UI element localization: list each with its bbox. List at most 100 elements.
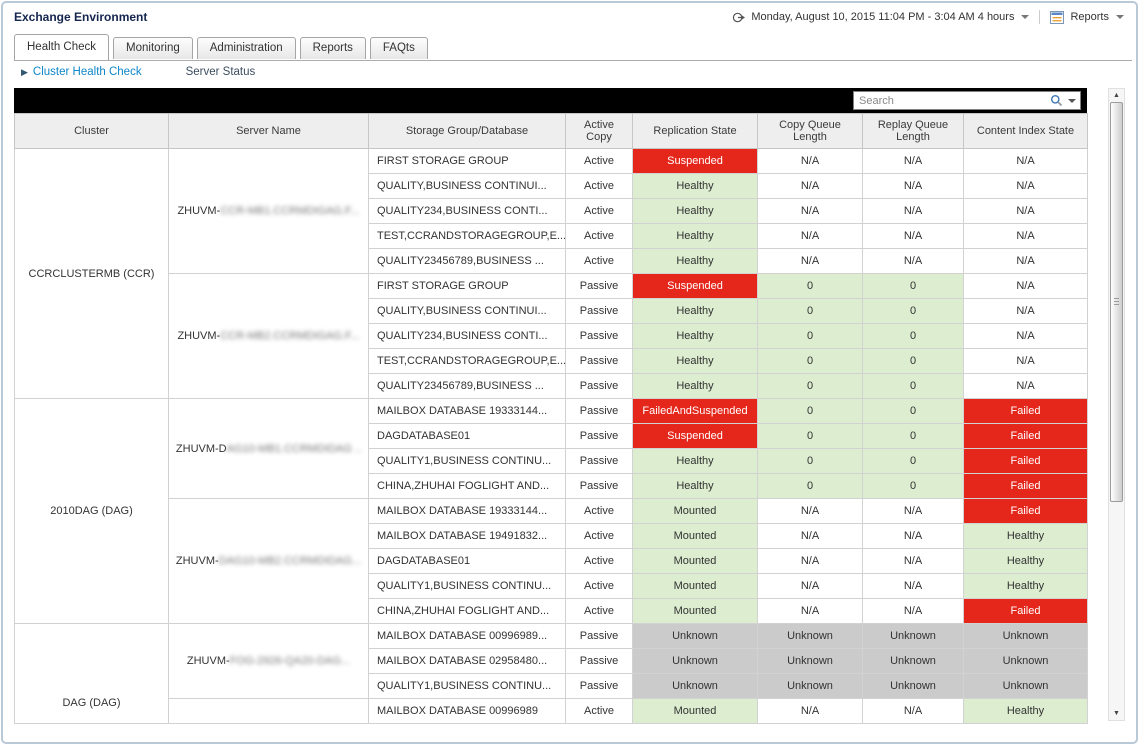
scrollbar-thumb[interactable]	[1110, 102, 1123, 502]
column-header-copy-queue[interactable]: Copy Queue Length	[757, 113, 863, 149]
database-cell: CHINA,ZHUHAI FOGLIGHT AND...	[368, 473, 566, 499]
content-index-cell: Failed	[963, 598, 1088, 624]
replication-state-cell: Healthy	[632, 223, 758, 249]
top-controls: Monday, August 10, 2015 11:04 PM - 3:04 …	[732, 10, 1124, 24]
replication-state-cell: Healthy	[632, 298, 758, 324]
tab-bar: Health Check Monitoring Administration Repo…	[14, 34, 1132, 61]
table-row[interactable]: QUALITY234,BUSINESS CONTI... Active Health…	[15, 198, 1088, 224]
database-cell: QUALITY,BUSINESS CONTINUI...	[368, 298, 566, 324]
active-copy-cell: Active	[565, 573, 633, 599]
table-body: CCRCLUSTERMB (CCR) ZHUVM-CCR-MB1.CCRMDIGA…	[14, 148, 1088, 724]
active-copy-cell: Active	[565, 173, 633, 199]
reports-caret-icon[interactable]	[1116, 15, 1124, 19]
database-cell: QUALITY,BUSINESS CONTINUI...	[368, 173, 566, 199]
active-copy-cell: Passive	[565, 623, 633, 649]
table-row[interactable]: QUALITY1,BUSINESS CONTINU... Passive Unkno…	[15, 673, 1088, 699]
table-row[interactable]: MAILBOX DATABASE 00996989 Active Mounted N/…	[15, 698, 1088, 724]
replay-queue-cell: N/A	[862, 248, 964, 274]
active-copy-cell: Passive	[565, 373, 633, 399]
table-row[interactable]: DAG (DAG) ZHUVM-FOG-2926-QA20-DAG... MAILB…	[14, 623, 1088, 724]
database-cell: DAGDATABASE01	[368, 423, 566, 449]
table-row[interactable]: QUALITY1,BUSINESS CONTINU... Passive Healt…	[15, 448, 1088, 474]
replay-queue-cell: N/A	[862, 573, 964, 599]
column-header-cluster[interactable]: Cluster	[14, 113, 169, 149]
table-row[interactable]: CCRCLUSTERMB (CCR) ZHUVM-CCR-MB1.CCRMDIGA…	[14, 148, 1088, 399]
table-row[interactable]: QUALITY234,BUSINESS CONTI... Passive Healt…	[15, 323, 1088, 349]
copy-queue-cell: 0	[757, 398, 863, 424]
replay-queue-cell: Unknown	[862, 623, 964, 649]
content-index-cell: Healthy	[963, 523, 1088, 549]
selected-arrow-icon: ▶	[21, 67, 28, 77]
subnav-cluster-health-check[interactable]: Cluster Health Check	[32, 66, 142, 78]
column-header-replication-state[interactable]: Replication State	[632, 113, 758, 149]
column-header-active-copy[interactable]: Active Copy	[565, 113, 633, 149]
search-input[interactable]	[854, 94, 1050, 107]
table-row[interactable]: ZHUVM-CCR-MB2.CCRMDIGAG.F... FIRST STORAG…	[15, 273, 1088, 399]
table-row[interactable]: ZHUVM-DAG10-MB2.CCRMDIDAG... MAILBOX DATA…	[15, 498, 1088, 624]
tab-health-check[interactable]: Health Check	[14, 34, 110, 60]
active-copy-cell: Active	[565, 498, 633, 524]
cluster-cell: CCRCLUSTERMB (CCR)	[14, 148, 169, 399]
table-row[interactable]: QUALITY,BUSINESS CONTINUI... Passive Healt…	[15, 298, 1088, 324]
table-row[interactable]: QUALITY23456789,BUSINESS ... Active Health…	[15, 248, 1088, 274]
active-copy-cell: Passive	[565, 398, 633, 424]
vertical-scrollbar[interactable]: ▲ ▼	[1108, 88, 1125, 721]
server-name-cell: ZHUVM-FOG-2926-QA20-DAG...	[168, 623, 369, 699]
replication-state-cell: Unknown	[632, 673, 758, 699]
tab-faqts[interactable]: FAQts	[369, 37, 428, 59]
database-cell: FIRST STORAGE GROUP	[368, 148, 566, 174]
table-row[interactable]: CHINA,ZHUHAI FOGLIGHT AND... Active Mounte…	[15, 598, 1088, 624]
tab-reports[interactable]: Reports	[299, 37, 366, 59]
tab-administration[interactable]: Administration	[196, 37, 296, 59]
health-table-container: Cluster Server Name Storage Group/Databa…	[14, 113, 1088, 724]
column-header-server-name[interactable]: Server Name	[168, 113, 369, 149]
content-index-cell: N/A	[963, 373, 1088, 399]
table-row[interactable]: MAILBOX DATABASE 02958480... Passive Unkno…	[15, 648, 1088, 674]
replication-state-cell: Healthy	[632, 348, 758, 374]
sub-navigation: ▶ Cluster Health Check Server Status	[21, 66, 255, 78]
active-copy-cell: Active	[565, 548, 633, 574]
replay-queue-cell: 0	[862, 423, 964, 449]
table-row[interactable]: QUALITY1,BUSINESS CONTINU... Active Mounte…	[15, 573, 1088, 599]
subnav-server-status[interactable]: Server Status	[185, 66, 256, 78]
replication-state-cell: Suspended	[632, 148, 758, 174]
active-copy-cell: Active	[565, 698, 633, 724]
table-row[interactable]: DAGDATABASE01 Active Mounted N/A N/A Healthy	[15, 548, 1088, 574]
replay-queue-cell: N/A	[862, 198, 964, 224]
reports-menu-label[interactable]: Reports	[1070, 11, 1109, 23]
time-range-label[interactable]: Monday, August 10, 2015 11:04 PM - 3:04 …	[751, 11, 1015, 23]
table-row[interactable]: TEST,CCRANDSTORAGEGROUP,E... Active Health…	[15, 223, 1088, 249]
content-index-cell: Unknown	[963, 673, 1088, 699]
table-row[interactable]: TEST,CCRANDSTORAGEGROUP,E... Passive Healt…	[15, 348, 1088, 374]
replication-state-cell: Mounted	[632, 598, 758, 624]
database-cell: MAILBOX DATABASE 19333144...	[368, 498, 566, 524]
content-index-cell: Healthy	[963, 698, 1088, 724]
server-name-cell: ZHUVM-CCR-MB2.CCRMDIGAG.F...	[168, 273, 369, 399]
scroll-down-button[interactable]: ▼	[1113, 710, 1120, 717]
replication-state-cell: Healthy	[632, 473, 758, 499]
table-row[interactable]: QUALITY,BUSINESS CONTINUI... Active Health…	[15, 173, 1088, 199]
copy-queue-cell: N/A	[757, 198, 863, 224]
table-row[interactable]: MAILBOX DATABASE 19491832... Active Mounte…	[15, 523, 1088, 549]
content-index-cell: Healthy	[963, 573, 1088, 599]
replay-queue-cell: 0	[862, 298, 964, 324]
content-index-cell: Failed	[963, 423, 1088, 449]
scroll-up-button[interactable]: ▲	[1113, 92, 1120, 99]
replay-queue-cell: 0	[862, 448, 964, 474]
database-cell: MAILBOX DATABASE 19491832...	[368, 523, 566, 549]
search-icon[interactable]	[1050, 94, 1063, 107]
server-name-cell: ZHUVM-DAG10-MB1.CCRMDIDAG ..	[168, 398, 369, 499]
database-cell: QUALITY234,BUSINESS CONTI...	[368, 198, 566, 224]
column-header-replay-queue[interactable]: Replay Queue Length	[862, 113, 964, 149]
cluster-health-table: Cluster Server Name Storage Group/Databa…	[14, 113, 1088, 724]
search-box[interactable]	[853, 91, 1081, 110]
table-row[interactable]: 2010DAG (DAG) ZHUVM-DAG10-MB1.CCRMDIDAG .…	[14, 398, 1088, 624]
replay-queue-cell: N/A	[862, 598, 964, 624]
column-header-content-index[interactable]: Content Index State	[963, 113, 1088, 149]
column-header-storage-group[interactable]: Storage Group/Database	[368, 113, 566, 149]
copy-queue-cell: N/A	[757, 248, 863, 274]
replication-state-cell: Mounted	[632, 573, 758, 599]
search-options-caret-icon[interactable]	[1068, 98, 1076, 103]
time-range-caret-icon[interactable]	[1021, 15, 1030, 19]
tab-monitoring[interactable]: Monitoring	[113, 37, 193, 59]
